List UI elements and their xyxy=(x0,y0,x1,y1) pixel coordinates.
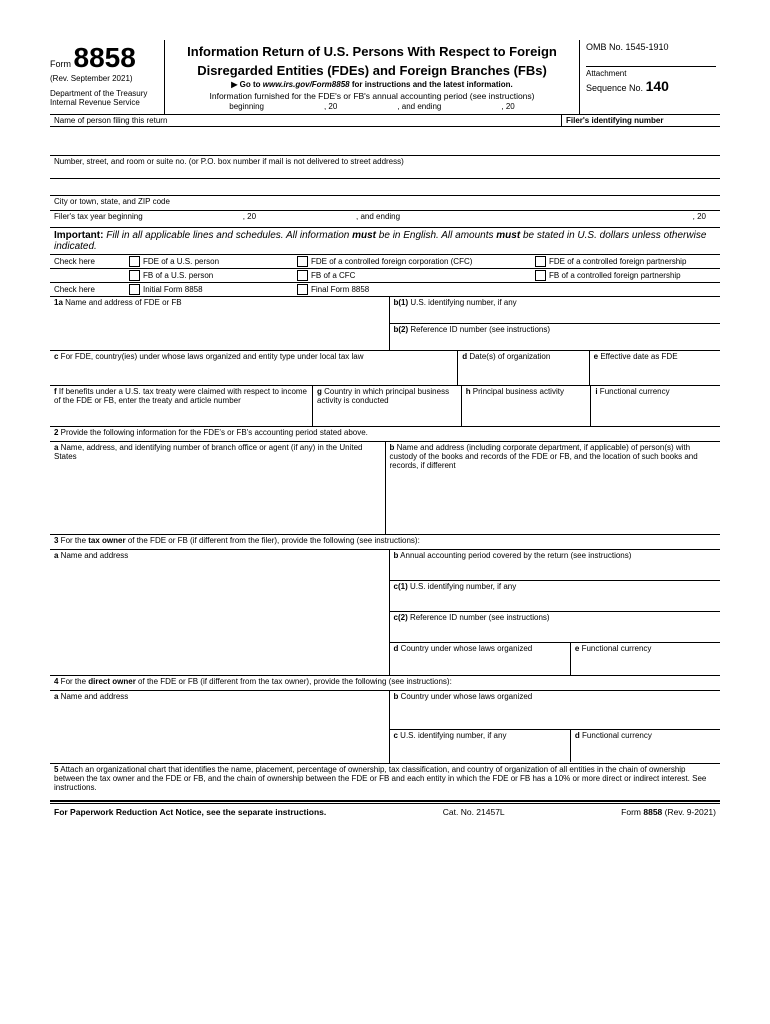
dept-lines: Department of the Treasury Internal Reve… xyxy=(50,89,160,107)
cell-4b[interactable]: b Country under whose laws organized xyxy=(390,691,721,730)
cell-1g[interactable]: g Country in which principal business ac… xyxy=(313,386,462,426)
checkbox-final[interactable] xyxy=(297,284,308,295)
form-title2: Disregarded Entities (FDEs) and Foreign … xyxy=(171,63,573,80)
filer-name-label: Name of person filing this return xyxy=(50,115,561,126)
rev-date: (Rev. September 2021) xyxy=(50,74,160,83)
filer-id-label: Filer's identifying number xyxy=(561,115,720,126)
cell-1b2[interactable]: b(2) Reference ID number (see instructio… xyxy=(390,324,721,350)
page-footer: For Paperwork Reduction Act Notice, see … xyxy=(50,803,720,817)
cell-1i[interactable]: i Functional currency xyxy=(591,386,720,426)
period-intro: Information furnished for the FDE's or F… xyxy=(171,91,573,101)
header-left: Form 8858 (Rev. September 2021) Departme… xyxy=(50,40,165,114)
cell-4d[interactable]: d Functional currency xyxy=(571,730,720,762)
section-1-fghi: f If benefits under a U.S. tax treaty we… xyxy=(50,386,720,427)
cell-3c2[interactable]: c(2) Reference ID number (see instructio… xyxy=(390,612,721,643)
cell-2a[interactable]: a Name, address, and identifying number … xyxy=(50,442,386,534)
section-4-intro: 4 For the direct owner of the FDE or FB … xyxy=(50,676,720,691)
section-2-ab: a Name, address, and identifying number … xyxy=(50,442,720,535)
cell-4a[interactable]: a Name and address xyxy=(50,691,390,763)
checkbox-fb-cfc[interactable] xyxy=(297,270,308,281)
filer-city-label: City or town, state, and ZIP code xyxy=(54,197,716,206)
section-4-body: a Name and address b Country under whose… xyxy=(50,691,720,764)
header-center: Information Return of U.S. Persons With … xyxy=(165,40,580,114)
period-row: beginning , 20 , and ending , 20 xyxy=(171,101,573,112)
attach-label: Attachment xyxy=(586,69,716,78)
cell-1e[interactable]: e Effective date as FDE xyxy=(590,351,720,385)
form-header: Form 8858 (Rev. September 2021) Departme… xyxy=(50,40,720,115)
cell-3a[interactable]: a Name and address xyxy=(50,550,390,675)
cell-1f[interactable]: f If benefits under a U.S. tax treaty we… xyxy=(50,386,313,426)
checkbox-fb-cfp[interactable] xyxy=(535,270,546,281)
cell-3e[interactable]: e Functional currency xyxy=(571,643,720,675)
seq-row: Sequence No. 140 xyxy=(586,78,716,94)
section-2-intro: 2 Provide the following information for … xyxy=(50,427,720,442)
checkbox-fb-us[interactable] xyxy=(129,270,140,281)
dept2: Internal Revenue Service xyxy=(50,98,160,107)
section-5: 5 Attach an organizational chart that id… xyxy=(50,764,720,802)
check-row-3: Check here Initial Form 8858 Final Form … xyxy=(50,283,720,297)
check-row-2: FB of a U.S. person FB of a CFC FB of a … xyxy=(50,269,720,283)
footer-right: Form 8858 (Rev. 9-2021) xyxy=(621,807,716,817)
section-1-cde: c For FDE, country(ies) under whose laws… xyxy=(50,351,720,386)
section-1-ab: 1a Name and address of FDE or FB b(1) U.… xyxy=(50,297,720,351)
filer-name-field[interactable] xyxy=(50,127,720,156)
checkbox-fde-us[interactable] xyxy=(129,256,140,267)
section-3-body: a Name and address b Annual accounting p… xyxy=(50,550,720,676)
form-word: Form xyxy=(50,59,71,69)
form-number: 8858 xyxy=(74,42,136,73)
omb-number: OMB No. 1545-1910 xyxy=(586,42,716,52)
section-3-intro: 3 For the tax owner of the FDE or FB (if… xyxy=(50,535,720,550)
cell-3c1[interactable]: c(1) U.S. identifying number, if any xyxy=(390,581,721,612)
cell-3-right: b Annual accounting period covered by th… xyxy=(390,550,721,675)
dept1: Department of the Treasury xyxy=(50,89,160,98)
checkbox-fde-cfp[interactable] xyxy=(535,256,546,267)
cell-3b[interactable]: b Annual accounting period covered by th… xyxy=(390,550,721,581)
cell-3d[interactable]: d Country under whose laws organized xyxy=(390,643,571,675)
filer-street-row: Number, street, and room or suite no. (o… xyxy=(50,156,720,179)
filer-street-field[interactable] xyxy=(50,179,720,196)
footer-left: For Paperwork Reduction Act Notice, see … xyxy=(54,807,326,817)
cell-2b[interactable]: b Name and address (including corporate … xyxy=(386,442,721,534)
checkbox-fde-cfc[interactable] xyxy=(297,256,308,267)
cell-1c[interactable]: c For FDE, country(ies) under whose laws… xyxy=(50,351,458,385)
filer-street-label: Number, street, and room or suite no. (o… xyxy=(54,157,716,166)
form-title1: Information Return of U.S. Persons With … xyxy=(171,44,573,61)
header-right: OMB No. 1545-1910 Attachment Sequence No… xyxy=(580,40,720,114)
cell-1d[interactable]: d Date(s) of organization xyxy=(458,351,589,385)
important-row: Important: Fill in all applicable lines … xyxy=(50,228,720,255)
cell-1b1[interactable]: b(1) U.S. identifying number, if any xyxy=(390,297,721,324)
checkbox-initial[interactable] xyxy=(129,284,140,295)
filer-name-row: Name of person filing this return Filer'… xyxy=(50,115,720,127)
cell-1a[interactable]: 1a Name and address of FDE or FB xyxy=(50,297,390,350)
cell-4c[interactable]: c U.S. identifying number, if any xyxy=(390,730,571,762)
cell-1h[interactable]: h Principal business activity xyxy=(462,386,592,426)
form-link: ▶ Go to www.irs.gov/Form8858 for instruc… xyxy=(171,80,573,89)
footer-center: Cat. No. 21457L xyxy=(443,807,505,817)
check-row-1: Check here FDE of a U.S. person FDE of a… xyxy=(50,255,720,269)
cell-4-right: b Country under whose laws organized c U… xyxy=(390,691,721,763)
filer-city-row: City or town, state, and ZIP code xyxy=(50,196,720,211)
filer-tax-year-row: Filer's tax year beginning , 20 , and en… xyxy=(50,211,720,228)
cell-1b-wrap: b(1) U.S. identifying number, if any b(2… xyxy=(390,297,721,350)
